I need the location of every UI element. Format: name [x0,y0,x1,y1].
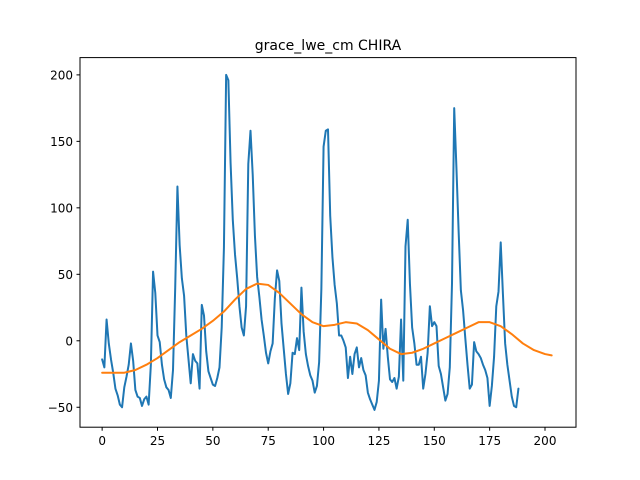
x-tick-label: 75 [261,434,276,448]
y-tick-label: 0 [65,334,73,348]
y-tick-label: 200 [50,68,73,82]
axes-frame [79,57,577,428]
x-tick-label: 25 [150,434,165,448]
y-tick-label: −50 [48,401,73,415]
x-tick-label: 50 [205,434,220,448]
y-axis: −50 0 50 100 150 200 [48,68,80,415]
x-tick-label: 200 [534,434,557,448]
x-tick-label: 100 [312,434,335,448]
x-tick-label: 175 [478,434,501,448]
series-line-0 [101,73,520,411]
y-tick-label: 50 [58,268,73,282]
chart-title: grace_lwe_cm CHIRA [255,38,402,54]
y-tick-label: 100 [50,201,73,215]
series-line-1 [101,282,553,374]
x-tick-label: 125 [367,434,390,448]
plot-area [101,73,553,411]
x-tick-label: 150 [423,434,446,448]
x-axis: 0 25 50 75 100 125 150 175 200 [98,427,556,448]
y-tick-label: 150 [50,135,73,149]
x-tick-label: 0 [98,434,106,448]
